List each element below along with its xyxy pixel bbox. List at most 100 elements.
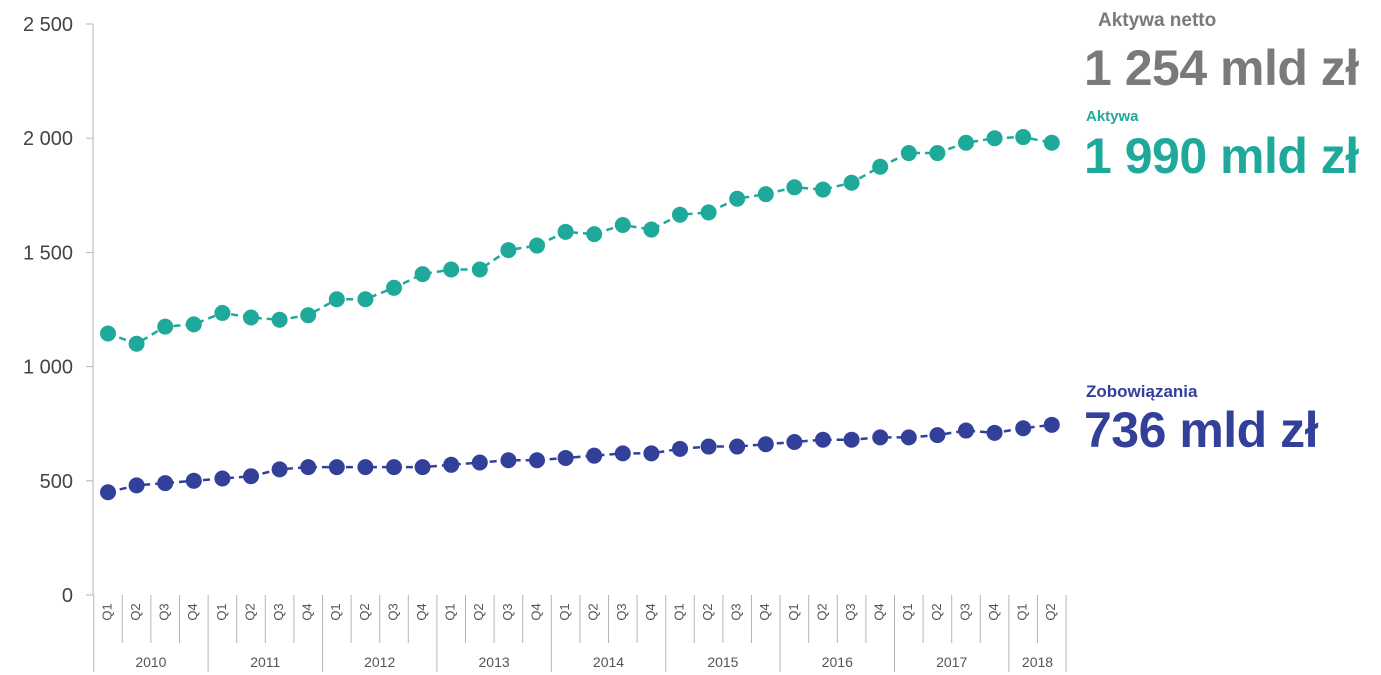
data-point (300, 307, 317, 324)
data-point (357, 459, 374, 476)
data-point (557, 223, 574, 240)
x-tick-label: Q3 (614, 603, 629, 620)
data-point (586, 447, 603, 464)
data-point (757, 186, 774, 203)
data-point (872, 429, 889, 446)
x-tick-label: Q2 (357, 603, 372, 620)
x-year-label: 2018 (1022, 654, 1053, 670)
x-tick-label: Q3 (729, 603, 744, 620)
series-line (107, 423, 1052, 494)
data-point (529, 237, 545, 254)
data-point (500, 242, 517, 259)
data-point (386, 459, 402, 476)
assets-label: Aktywa (1086, 108, 1139, 125)
net-assets-label: Aktywa netto (1098, 10, 1217, 31)
net-assets-value: 1 254 mld zł (1084, 40, 1359, 96)
x-tick-label: Q3 (957, 603, 972, 620)
assets-value: 1 990 mld zł (1084, 128, 1359, 184)
x-tick-label: Q3 (500, 603, 515, 620)
data-point (128, 477, 145, 494)
data-point (815, 431, 831, 448)
x-tick-label: Q3 (271, 603, 286, 620)
data-point (1015, 129, 1032, 146)
data-point (185, 472, 202, 489)
x-tick-label: Q2 (586, 603, 601, 620)
data-point (328, 291, 345, 308)
data-point (471, 454, 488, 471)
data-point (843, 431, 860, 448)
data-point (900, 429, 917, 446)
data-point (529, 452, 545, 469)
data-point (700, 204, 717, 221)
x-tick-label: Q4 (300, 603, 315, 620)
data-point (243, 468, 259, 485)
x-tick-label: Q4 (872, 603, 887, 620)
data-point (614, 445, 631, 462)
x-tick-label: Q4 (185, 603, 200, 620)
x-tick-label: Q2 (929, 603, 944, 620)
x-tick-label: Q1 (328, 603, 343, 620)
data-point (729, 190, 746, 207)
x-tick-label: Q3 (843, 603, 858, 620)
y-tick-label: 2 500 (23, 14, 73, 36)
data-point (643, 445, 660, 462)
data-point (614, 216, 631, 233)
data-point (700, 438, 717, 455)
x-tick-label: Q4 (414, 603, 429, 620)
liabilities-value: 736 mld zł (1084, 402, 1319, 458)
x-year-label: 2016 (822, 654, 853, 670)
x-tick-label: Q3 (385, 603, 400, 620)
x-tick-label: Q1 (786, 603, 801, 620)
data-point (815, 181, 831, 198)
data-point (672, 440, 688, 457)
data-point (443, 456, 460, 473)
x-tick-label: Q2 (128, 603, 143, 620)
data-point (128, 335, 145, 352)
data-point (271, 461, 288, 478)
data-point (100, 484, 116, 501)
x-tick-label: Q4 (643, 603, 658, 620)
data-point (214, 470, 231, 487)
data-point (328, 459, 345, 476)
data-point (100, 325, 116, 342)
x-tick-label: Q1 (671, 603, 686, 620)
y-tick-label: 1 000 (23, 357, 73, 379)
data-point (729, 438, 746, 455)
y-tick-label: 1 500 (23, 242, 73, 264)
data-point (672, 206, 688, 223)
x-tick-label: Q2 (814, 603, 829, 620)
x-tick-label: Q4 (986, 603, 1001, 620)
x-tick-label: Q2 (471, 603, 486, 620)
data-point (300, 459, 317, 476)
data-point (243, 309, 259, 326)
x-year-label: 2013 (479, 654, 510, 670)
data-point (586, 226, 603, 243)
x-tick-label: Q4 (528, 603, 543, 620)
x-tick-label: Q2 (242, 603, 257, 620)
data-point (1043, 134, 1060, 151)
y-tick-label: 500 (40, 471, 73, 493)
data-point (157, 318, 174, 335)
data-point (757, 436, 774, 453)
x-tick-label: Q1 (443, 603, 458, 620)
data-point (271, 311, 288, 328)
series-line (107, 135, 1053, 346)
data-point (986, 130, 1003, 147)
data-point (500, 452, 517, 469)
data-point (386, 279, 402, 296)
x-tick-label: Q1 (900, 603, 915, 620)
data-point (786, 179, 803, 196)
x-tick-label: Q1 (557, 603, 572, 620)
x-year-label: 2014 (593, 654, 624, 670)
data-point (471, 261, 488, 278)
data-point (986, 424, 1003, 441)
data-point (872, 158, 889, 175)
data-point (1043, 416, 1060, 433)
y-tick-label: 0 (62, 585, 73, 607)
y-tick-label: 2 000 (23, 128, 73, 150)
data-point (786, 433, 803, 450)
data-point (929, 145, 946, 162)
x-tick-label: Q1 (99, 603, 114, 620)
x-tick-label: Q2 (700, 603, 715, 620)
data-point (157, 475, 174, 492)
